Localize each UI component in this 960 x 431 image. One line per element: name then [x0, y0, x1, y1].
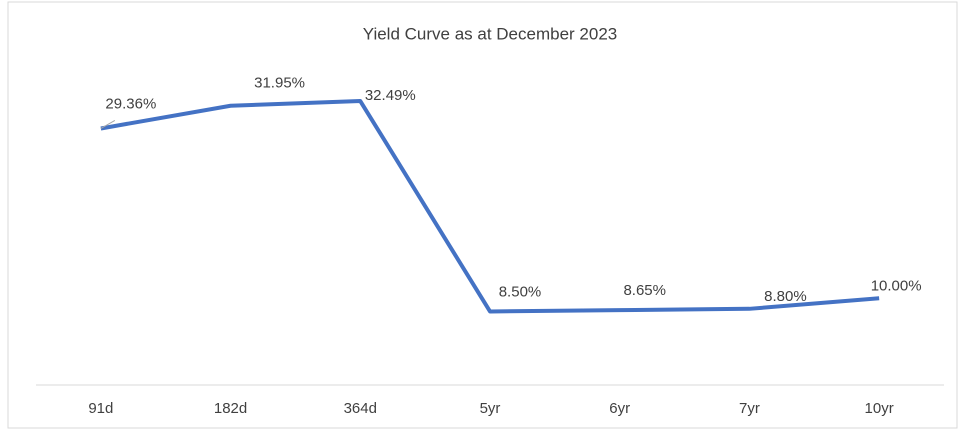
data-label: 8.65%: [623, 282, 666, 299]
data-label: 10.00%: [871, 277, 922, 294]
x-tick-label: 364d: [344, 400, 377, 417]
data-label: 29.36%: [105, 95, 156, 112]
data-label: 8.80%: [764, 288, 807, 305]
x-tick-label: 91d: [88, 400, 113, 417]
leader-line: [100, 120, 116, 129]
chart-title: Yield Curve as at December 2023: [363, 24, 618, 43]
data-label: 31.95%: [254, 75, 305, 92]
x-tick-label: 6yr: [609, 400, 630, 417]
line: [100, 99, 880, 314]
x-tick-label: 182d: [214, 400, 247, 417]
data-label: 8.50%: [499, 283, 542, 300]
chart-border: [7, 1, 958, 429]
x-tick-label: 10yr: [865, 400, 894, 417]
x-tick-label: 7yr: [739, 400, 760, 417]
x-tick-label: 5yr: [480, 400, 501, 417]
data-label: 32.49%: [365, 87, 416, 104]
